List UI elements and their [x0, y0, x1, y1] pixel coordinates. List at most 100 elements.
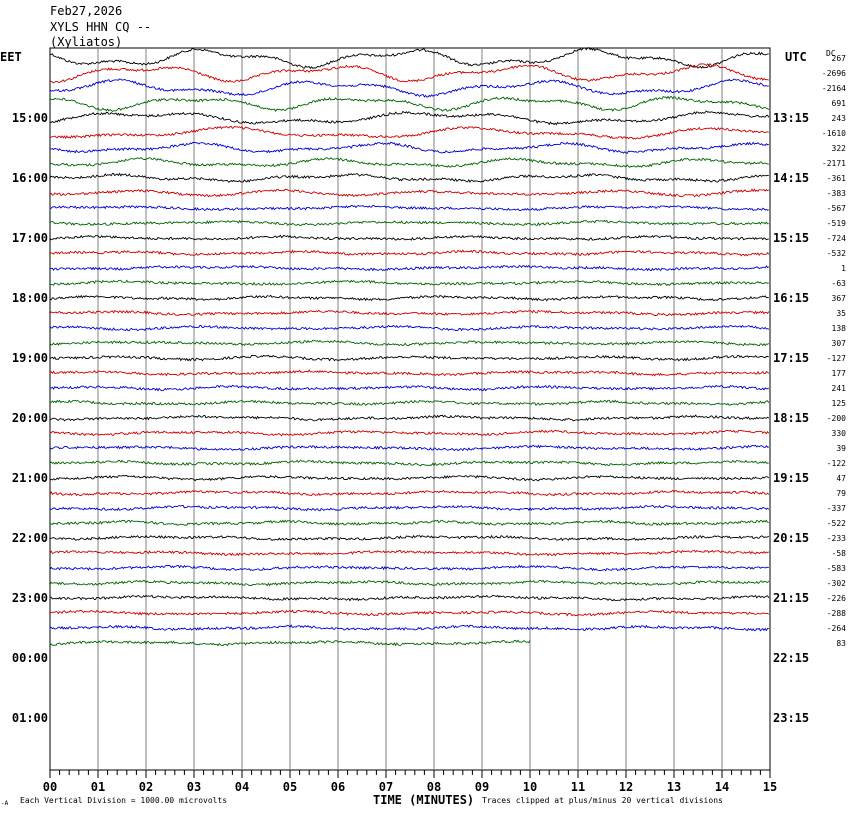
dc-offset-value: -2171 — [822, 159, 846, 168]
dc-offset-value: 177 — [832, 369, 847, 378]
seismic-trace — [49, 188, 770, 198]
dc-offset-value: 307 — [832, 339, 847, 348]
seismic-trace — [49, 534, 770, 542]
seismic-trace — [49, 204, 769, 212]
left-hour-label: 19:00 — [12, 351, 48, 365]
dc-offset-value: -2696 — [822, 69, 846, 78]
seismic-trace — [49, 444, 769, 452]
dc-offset-value: -233 — [827, 534, 846, 543]
left-hour-label: 16:00 — [12, 171, 48, 185]
right-hour-label: 17:15 — [773, 351, 809, 365]
plot-frame — [49, 47, 771, 771]
seismic-trace — [49, 579, 770, 587]
dc-offset-value: 39 — [836, 444, 846, 453]
left-hour-label: 20:00 — [12, 411, 48, 425]
right-hour-label: 14:15 — [773, 171, 809, 185]
x-tick-label: 07 — [379, 780, 393, 794]
x-tick-label: 02 — [139, 780, 153, 794]
dc-offset-value: 83 — [836, 639, 846, 648]
seismic-trace — [49, 234, 769, 241]
right-hour-label: 16:15 — [773, 291, 809, 305]
dc-offset-value: -337 — [827, 504, 846, 513]
x-tick-label: 03 — [187, 780, 201, 794]
dc-offset-value: -200 — [827, 414, 846, 423]
x-tick-label: 08 — [427, 780, 441, 794]
dc-offset-value: -361 — [827, 174, 846, 183]
seismic-trace — [49, 384, 770, 392]
dc-offset-value: 79 — [836, 489, 846, 498]
seismic-trace — [49, 414, 770, 422]
dc-offset-value: 125 — [832, 399, 847, 408]
seismic-trace — [49, 489, 770, 497]
seismic-trace — [49, 172, 769, 184]
left-hour-label: 01:00 — [12, 711, 48, 725]
scale-note: Each Vertical Division = 1000.00 microvo… — [20, 796, 228, 805]
left-hour-label: 18:00 — [12, 291, 48, 305]
dc-offset-value: 241 — [832, 384, 847, 393]
x-tick-label: 04 — [235, 780, 249, 794]
seismic-trace — [49, 339, 770, 347]
x-tick-label: 10 — [523, 780, 537, 794]
seismic-trace — [49, 62, 769, 84]
left-hour-label: 00:00 — [12, 651, 48, 665]
seismic-trace — [49, 639, 531, 647]
dc-offset-value: 691 — [832, 99, 847, 108]
right-timezone-label: UTC — [785, 50, 807, 64]
right-hour-label: 18:15 — [773, 411, 809, 425]
seismic-trace — [49, 429, 770, 437]
x-tick-label: 12 — [619, 780, 633, 794]
seismic-trace — [49, 369, 770, 377]
dc-offset-labels: 267 -2696 -2164 691 243 -1610 322 -2171 -361 -383… — [822, 54, 846, 648]
dc-offset-value: -122 — [827, 459, 846, 468]
dc-offset-value: -288 — [827, 609, 846, 618]
dc-offset-value: -1610 — [822, 129, 846, 138]
seismic-trace — [49, 95, 770, 113]
seismic-trace — [49, 459, 769, 467]
dc-offset-value: -302 — [827, 579, 846, 588]
dc-offset-value: -226 — [827, 594, 846, 603]
x-tick-label: 15 — [763, 780, 777, 794]
x-axis-title: TIME (MINUTES) — [373, 793, 475, 807]
x-tick-label: 06 — [331, 780, 345, 794]
dc-offset-value: 243 — [832, 114, 847, 123]
x-tick-label: 00 — [43, 780, 57, 794]
seismic-trace — [49, 564, 769, 572]
right-hour-label: 23:15 — [773, 711, 809, 725]
left-hour-label: 17:00 — [12, 231, 48, 245]
dc-offset-value: 47 — [836, 474, 846, 483]
dc-offset-value: -567 — [827, 204, 846, 213]
x-tick-label: 01 — [91, 780, 105, 794]
dc-offset-value: -383 — [827, 189, 846, 198]
right-hour-label: 21:15 — [773, 591, 809, 605]
station-location: (Xyliatos) — [50, 35, 123, 49]
x-tick-label: 05 — [283, 780, 297, 794]
dc-offset-value: -63 — [832, 279, 847, 288]
seismic-trace — [49, 609, 770, 617]
left-hour-label: 21:00 — [12, 471, 48, 485]
seismic-trace — [49, 110, 770, 126]
left-hour-label: 22:00 — [12, 531, 48, 545]
seismic-trace — [50, 279, 770, 287]
left-hour-label: 23:00 — [12, 591, 48, 605]
seismic-trace — [49, 594, 770, 602]
seismic-trace — [49, 309, 770, 317]
seismic-trace — [49, 324, 770, 332]
right-hour-label: 19:15 — [773, 471, 809, 485]
right-hour-label: 15:15 — [773, 231, 809, 245]
seismic-trace — [49, 549, 770, 557]
seismic-trace — [49, 47, 769, 70]
dc-offset-value: 35 — [836, 309, 846, 318]
right-hour-label: 20:15 — [773, 531, 809, 545]
left-hour-label: 15:00 — [12, 111, 48, 125]
dc-offset-value: 267 — [832, 54, 847, 63]
station-line: XYLS HHN CQ -- — [50, 20, 152, 34]
dc-offset-value: -2164 — [822, 84, 846, 93]
seismic-trace — [49, 78, 769, 98]
seismic-trace — [49, 125, 770, 140]
dc-offset-value: -519 — [827, 219, 846, 228]
dc-offset-value: -583 — [827, 564, 846, 573]
right-hour-label: 22:15 — [773, 651, 809, 665]
left-timezone-label: EET — [0, 50, 22, 64]
dc-offset-value: -58 — [832, 549, 847, 558]
